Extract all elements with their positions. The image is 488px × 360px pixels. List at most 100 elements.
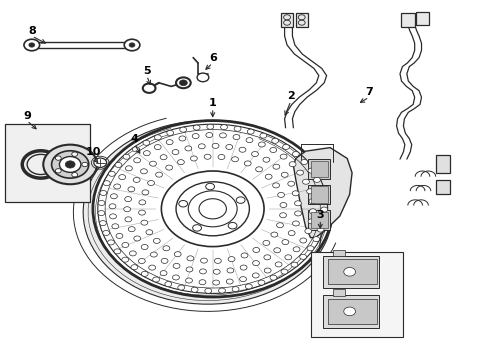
Circle shape <box>199 199 226 219</box>
Circle shape <box>185 267 192 272</box>
Circle shape <box>263 157 269 162</box>
Circle shape <box>125 166 132 171</box>
Circle shape <box>269 275 276 280</box>
Circle shape <box>280 202 286 207</box>
Bar <box>415 12 428 25</box>
Circle shape <box>304 229 311 234</box>
Text: 9: 9 <box>23 111 31 121</box>
Circle shape <box>51 151 88 178</box>
Circle shape <box>220 125 227 130</box>
Circle shape <box>271 138 278 143</box>
Circle shape <box>252 273 259 278</box>
Circle shape <box>138 210 145 215</box>
Circle shape <box>166 140 173 145</box>
Circle shape <box>119 175 125 180</box>
Circle shape <box>179 80 187 86</box>
Circle shape <box>133 177 140 183</box>
Circle shape <box>141 271 148 276</box>
Bar <box>307 159 329 179</box>
Circle shape <box>128 227 135 232</box>
Circle shape <box>252 247 259 252</box>
Circle shape <box>128 187 135 192</box>
Circle shape <box>276 223 283 228</box>
Circle shape <box>264 255 270 260</box>
Circle shape <box>294 201 301 206</box>
Circle shape <box>116 233 122 238</box>
Circle shape <box>141 244 148 249</box>
Circle shape <box>306 246 313 251</box>
Circle shape <box>302 179 309 184</box>
Circle shape <box>142 190 148 195</box>
Circle shape <box>102 230 109 235</box>
Circle shape <box>312 237 319 242</box>
Circle shape <box>107 240 114 245</box>
Circle shape <box>212 143 219 148</box>
Circle shape <box>205 132 212 138</box>
Circle shape <box>145 230 152 235</box>
Circle shape <box>287 230 294 235</box>
Circle shape <box>228 257 235 262</box>
Circle shape <box>176 77 190 88</box>
Circle shape <box>288 162 295 167</box>
Circle shape <box>188 191 237 227</box>
Circle shape <box>124 197 131 202</box>
Polygon shape <box>83 122 332 304</box>
Bar <box>400 13 414 27</box>
Circle shape <box>138 258 145 264</box>
Circle shape <box>147 180 154 185</box>
Circle shape <box>290 262 297 267</box>
Circle shape <box>308 199 315 204</box>
Circle shape <box>272 164 279 169</box>
Circle shape <box>173 264 180 269</box>
Circle shape <box>320 207 327 212</box>
Circle shape <box>204 288 211 293</box>
Circle shape <box>114 184 121 189</box>
Circle shape <box>94 158 106 167</box>
Circle shape <box>317 187 324 192</box>
Circle shape <box>239 147 245 152</box>
Circle shape <box>279 213 286 218</box>
Circle shape <box>55 156 61 160</box>
Polygon shape <box>322 256 378 288</box>
Circle shape <box>218 154 224 159</box>
Circle shape <box>226 268 233 273</box>
Circle shape <box>280 154 286 159</box>
Circle shape <box>299 238 306 243</box>
Circle shape <box>292 221 299 226</box>
Circle shape <box>241 253 247 258</box>
Polygon shape <box>327 299 376 324</box>
Circle shape <box>109 204 116 209</box>
Circle shape <box>43 145 97 184</box>
Text: 2: 2 <box>286 91 294 101</box>
Circle shape <box>320 197 326 202</box>
Circle shape <box>281 269 287 274</box>
Circle shape <box>309 209 316 214</box>
Circle shape <box>122 257 128 262</box>
Circle shape <box>141 220 147 225</box>
Circle shape <box>72 152 78 156</box>
Circle shape <box>299 254 306 259</box>
Circle shape <box>163 246 169 251</box>
Circle shape <box>306 189 313 194</box>
Circle shape <box>161 258 168 264</box>
Bar <box>307 184 329 204</box>
Circle shape <box>282 240 288 245</box>
Circle shape <box>98 201 105 206</box>
Circle shape <box>240 265 246 270</box>
Circle shape <box>263 240 269 246</box>
Circle shape <box>247 129 254 134</box>
Circle shape <box>184 146 191 151</box>
Circle shape <box>343 307 355 316</box>
Circle shape <box>244 161 251 166</box>
Circle shape <box>191 287 198 292</box>
Circle shape <box>134 236 141 241</box>
Circle shape <box>100 190 106 195</box>
Circle shape <box>192 225 201 231</box>
Circle shape <box>109 214 116 219</box>
Circle shape <box>154 145 161 150</box>
Circle shape <box>199 280 205 285</box>
Circle shape <box>206 124 213 129</box>
Circle shape <box>258 280 264 285</box>
Circle shape <box>115 162 122 167</box>
Circle shape <box>155 172 162 177</box>
